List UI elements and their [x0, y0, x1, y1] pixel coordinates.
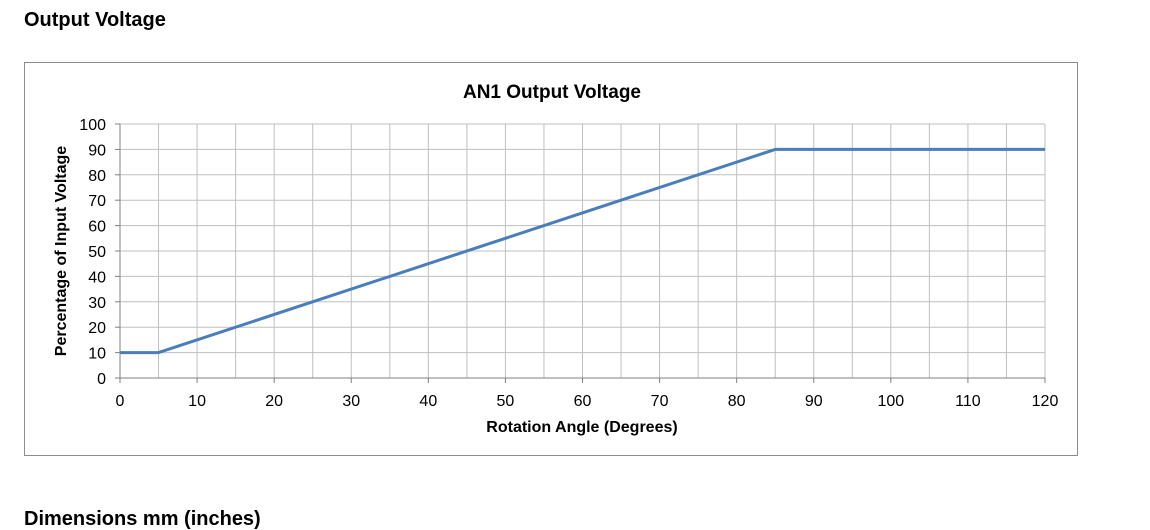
x-tick-label: 30 — [342, 393, 360, 410]
section-heading-dimensions: Dimensions mm (inches) — [24, 508, 261, 530]
y-tick-label: 30 — [88, 295, 106, 312]
series — [120, 147, 1045, 355]
y-tick-label: 20 — [88, 320, 106, 337]
y-tick-label: 0 — [97, 371, 106, 388]
section-heading-output-voltage: Output Voltage — [24, 9, 166, 31]
x-tick-label: 80 — [728, 393, 746, 410]
y-tick-label: 60 — [88, 219, 106, 236]
x-axis-label: Rotation Angle (Degrees) — [486, 419, 677, 436]
y-tick-label: 10 — [88, 346, 106, 363]
x-tick-label: 70 — [651, 393, 669, 410]
axes — [115, 123, 1046, 383]
grid — [120, 123, 1046, 378]
line-chart: 0 10 20 30 40 50 60 70 80 90 100 110 120 0 10 20 30 40 50 6… — [53, 82, 1058, 436]
x-tick-label: 110 — [955, 393, 981, 410]
chart-frame: 0 10 20 30 40 50 60 70 80 90 100 110 120 0 10 20 30 40 50 6… — [24, 62, 1078, 456]
x-tick-label: 20 — [265, 393, 283, 410]
y-axis-label: Percentage of Input Voltage — [53, 146, 70, 357]
y-tick-label: 100 — [79, 117, 106, 134]
x-tick-label: 50 — [497, 393, 515, 410]
x-tick-label: 100 — [877, 393, 904, 410]
x-tick-label: 120 — [1032, 393, 1059, 410]
x-tick-label: 40 — [419, 393, 437, 410]
y-tick-label: 90 — [88, 142, 106, 159]
x-tick-label: 60 — [574, 393, 592, 410]
tick-labels: 0 10 20 30 40 50 60 70 80 90 100 110 120 0 10 20 30 40 50 6… — [79, 117, 1058, 410]
x-tick-label: 0 — [116, 393, 125, 410]
y-tick-label: 70 — [88, 193, 106, 210]
x-tick-label: 90 — [805, 393, 823, 410]
y-tick-label: 50 — [88, 244, 106, 261]
x-tick-label: 10 — [188, 393, 206, 410]
chart-title: AN1 Output Voltage — [463, 82, 641, 103]
y-tick-label: 80 — [88, 168, 106, 185]
series-line — [120, 147, 1045, 355]
y-tick-label: 40 — [88, 269, 106, 286]
